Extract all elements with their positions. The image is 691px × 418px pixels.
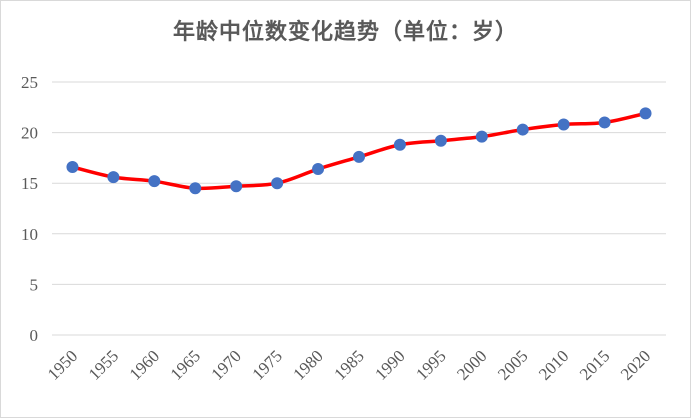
data-point [189, 182, 202, 195]
data-point [434, 134, 447, 147]
y-tick-label: 20 [21, 124, 38, 143]
x-tick-label: 2010 [535, 346, 572, 383]
data-point [598, 116, 611, 129]
y-tick-label: 15 [21, 174, 38, 193]
y-tick-label: 5 [30, 275, 39, 294]
x-tick-label: 1950 [44, 346, 81, 383]
data-point [107, 171, 120, 184]
x-tick-label: 1970 [208, 346, 245, 383]
x-tick-label: 1955 [85, 346, 122, 383]
data-point [353, 150, 365, 163]
data-point [66, 161, 79, 174]
data-point [312, 163, 325, 176]
x-tick-label: 2005 [494, 346, 531, 383]
y-tick-label: 25 [21, 73, 38, 92]
x-tick-label: 2000 [453, 346, 490, 383]
x-tick-label: 1985 [330, 346, 367, 383]
x-tick-label: 1990 [371, 346, 408, 383]
x-tick-label: 1965 [167, 346, 204, 383]
data-point [393, 138, 406, 151]
x-tick-label: 1995 [412, 346, 449, 383]
chart-title: 年龄中位数变化趋势（单位：岁） [172, 20, 518, 45]
x-tick-label: 1975 [248, 346, 285, 383]
x-tick-label: 1960 [126, 346, 163, 383]
y-tick-label: 0 [30, 326, 39, 345]
data-point [230, 180, 243, 193]
data-point [148, 175, 161, 188]
data-point [557, 118, 570, 131]
x-tick-label: 2020 [617, 346, 654, 383]
data-point [639, 107, 652, 120]
data-point [271, 177, 284, 190]
data-point [475, 130, 488, 143]
x-tick-label: 2015 [576, 346, 613, 383]
data-point [516, 123, 529, 136]
x-tick-label: 1980 [289, 346, 326, 383]
y-tick-label: 10 [21, 225, 38, 244]
